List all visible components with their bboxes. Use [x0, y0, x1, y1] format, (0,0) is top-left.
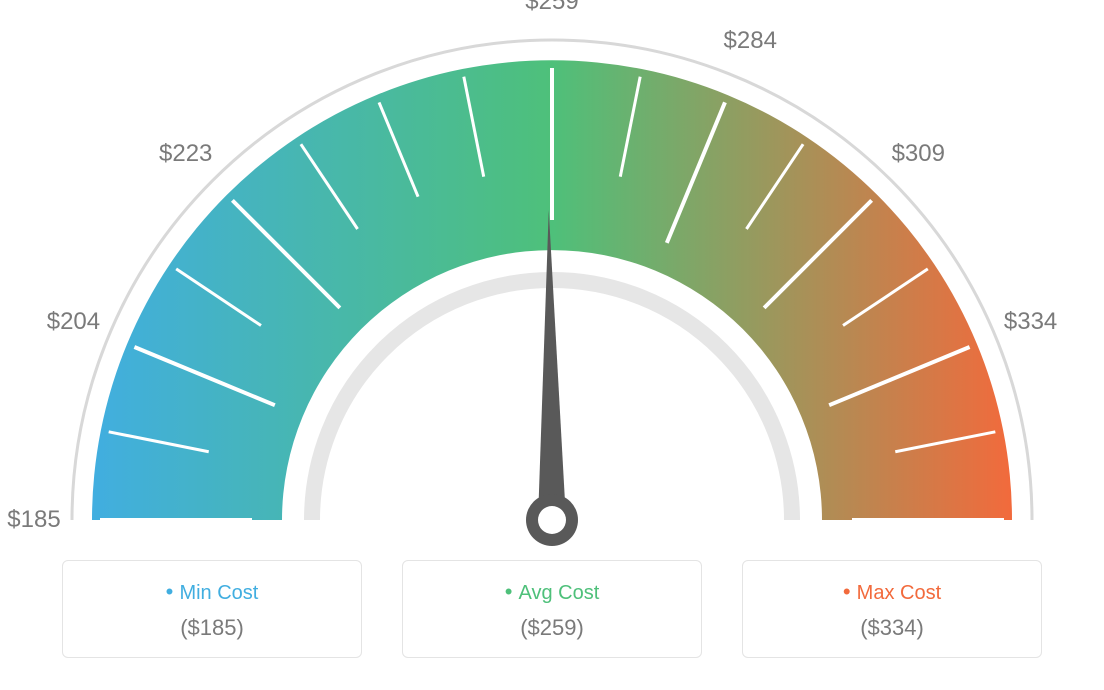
gauge-tick-label: $259 [525, 0, 578, 16]
legend-card-avg: Avg Cost ($259) [402, 560, 702, 658]
legend-card-min: Min Cost ($185) [62, 560, 362, 658]
gauge-tick-label: $309 [892, 140, 945, 168]
gauge-chart: $185 $204 $223 $259 $284 $309 $334 [0, 0, 1104, 560]
legend-card-max: Max Cost ($334) [742, 560, 1042, 658]
legend-max-label: Max Cost [743, 579, 1041, 605]
legend-max-value: ($334) [743, 615, 1041, 641]
gauge-tick-label: $334 [1004, 308, 1057, 336]
gauge-tick-label: $223 [159, 140, 212, 168]
gauge-svg [0, 0, 1104, 560]
gauge-tick-label: $185 [7, 506, 60, 534]
legend-avg-label: Avg Cost [403, 579, 701, 605]
gauge-tick-label: $204 [47, 308, 100, 336]
legend-avg-value: ($259) [403, 615, 701, 641]
legend-row: Min Cost ($185) Avg Cost ($259) Max Cost… [0, 560, 1104, 658]
legend-min-label: Min Cost [63, 579, 361, 605]
gauge-tick-label: $284 [724, 27, 777, 55]
legend-min-value: ($185) [63, 615, 361, 641]
gauge-needle [526, 210, 578, 546]
